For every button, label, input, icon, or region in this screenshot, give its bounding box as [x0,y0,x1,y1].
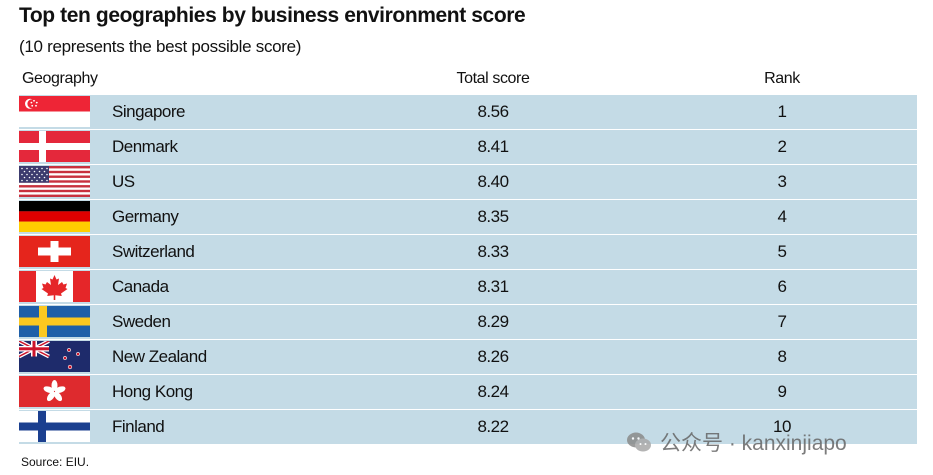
table-row: US 8.40 3 [19,165,917,200]
singapore-flag-icon [19,96,90,127]
total-score: 8.31 [477,277,509,296]
geography-name: Hong Kong [112,382,193,401]
finland-flag-icon [19,411,90,442]
total-score: 8.26 [477,347,509,366]
chart-title: Top ten geographies by business environm… [19,4,526,27]
geography-name: Canada [112,277,169,296]
column-header-score: Total score [456,70,530,87]
geography-name: Germany [112,207,179,226]
table-row: Finland 8.22 10 [19,410,917,445]
sweden-flag-icon [19,306,90,337]
table-row: Sweden 8.29 7 [19,305,917,340]
total-score: 8.35 [477,207,509,226]
total-score: 8.41 [477,137,509,156]
rank: 1 [777,102,787,121]
rank: 2 [777,137,787,156]
us-flag-icon [19,166,90,197]
total-score: 8.22 [477,417,509,436]
hong-kong-flag-icon [19,376,90,407]
geography-name: Sweden [112,312,171,331]
rank: 9 [777,382,787,401]
canada-flag-icon [19,271,90,302]
column-header-geography: Geography [22,70,98,87]
geography-name: Switzerland [112,242,195,261]
table-row: New Zealand 8.26 8 [19,340,917,375]
total-score: 8.40 [477,172,509,191]
rank: 6 [777,277,787,296]
geography-name: US [112,172,135,191]
table-row: Switzerland 8.33 5 [19,235,917,270]
table-row: Canada 8.31 6 [19,270,917,305]
source-note: Source: EIU. [21,455,90,469]
total-score: 8.33 [477,242,509,261]
total-score: 8.56 [477,102,509,121]
score-table: Singapore 8.56 1 Denmark 8.41 2 [19,95,917,445]
table-row: Hong Kong 8.24 9 [19,375,917,410]
rank: 3 [777,172,787,191]
rank: 10 [773,417,791,436]
denmark-flag-icon [19,131,90,162]
geography-name: New Zealand [112,347,207,366]
rank: 7 [777,312,787,331]
watermark: 公众号 · kanxinjiapo [626,427,847,457]
total-score: 8.24 [477,382,509,401]
table-row: Denmark 8.41 2 [19,130,917,165]
watermark-text: 公众号 · kanxinjiapo [660,432,847,455]
rank: 5 [777,242,787,261]
column-header-rank: Rank [764,70,800,87]
table-row: Singapore 8.56 1 [19,95,917,130]
switzerland-flag-icon [19,236,90,267]
wechat-icon [627,432,651,452]
new-zealand-flag-icon [19,341,90,372]
rank: 4 [777,207,787,226]
table-row: Germany 8.35 4 [19,200,917,235]
geography-name: Denmark [112,137,178,156]
total-score: 8.29 [477,312,509,331]
geography-name: Finland [112,417,165,436]
chart-subtitle: (10 represents the best possible score) [19,37,302,56]
geography-name: Singapore [112,102,186,121]
rank: 8 [777,347,787,366]
germany-flag-icon [19,201,90,232]
